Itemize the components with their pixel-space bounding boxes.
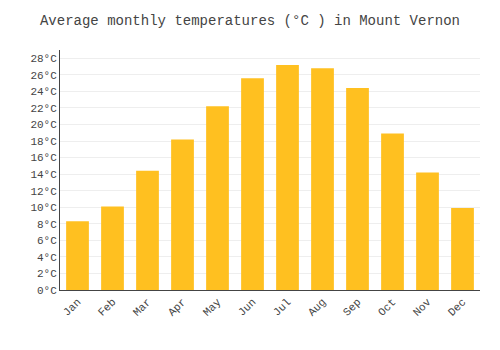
svg-text:Jun: Jun [236, 296, 258, 318]
svg-text:18°C: 18°C [30, 136, 57, 148]
svg-text:Apr: Apr [166, 296, 188, 318]
svg-text:4°C: 4°C [37, 252, 57, 264]
svg-text:0°C: 0°C [37, 285, 57, 297]
svg-text:6°C: 6°C [37, 235, 57, 247]
svg-text:Sep: Sep [341, 296, 363, 318]
svg-text:Aug: Aug [306, 296, 328, 318]
svg-text:Oct: Oct [376, 296, 398, 318]
svg-text:2°C: 2°C [37, 268, 57, 280]
svg-text:Feb: Feb [96, 296, 118, 318]
svg-text:16°C: 16°C [30, 152, 57, 164]
svg-text:12°C: 12°C [30, 186, 57, 198]
svg-text:Dec: Dec [446, 296, 468, 318]
svg-text:26°C: 26°C [30, 70, 57, 82]
svg-text:24°C: 24°C [30, 86, 57, 98]
svg-text:14°C: 14°C [30, 169, 57, 181]
svg-text:Mar: Mar [131, 296, 153, 318]
svg-text:22°C: 22°C [30, 103, 57, 115]
svg-text:10°C: 10°C [30, 202, 57, 214]
svg-text:Jan: Jan [61, 296, 83, 318]
svg-text:May: May [201, 296, 224, 319]
svg-text:20°C: 20°C [30, 119, 57, 131]
svg-text:Jul: Jul [271, 296, 293, 318]
svg-text:28°C: 28°C [30, 53, 57, 65]
svg-text:Average monthly temperatures (: Average monthly temperatures (°C ) in Mo… [40, 13, 460, 29]
svg-text:Nov: Nov [411, 296, 434, 319]
svg-text:8°C: 8°C [37, 219, 57, 231]
